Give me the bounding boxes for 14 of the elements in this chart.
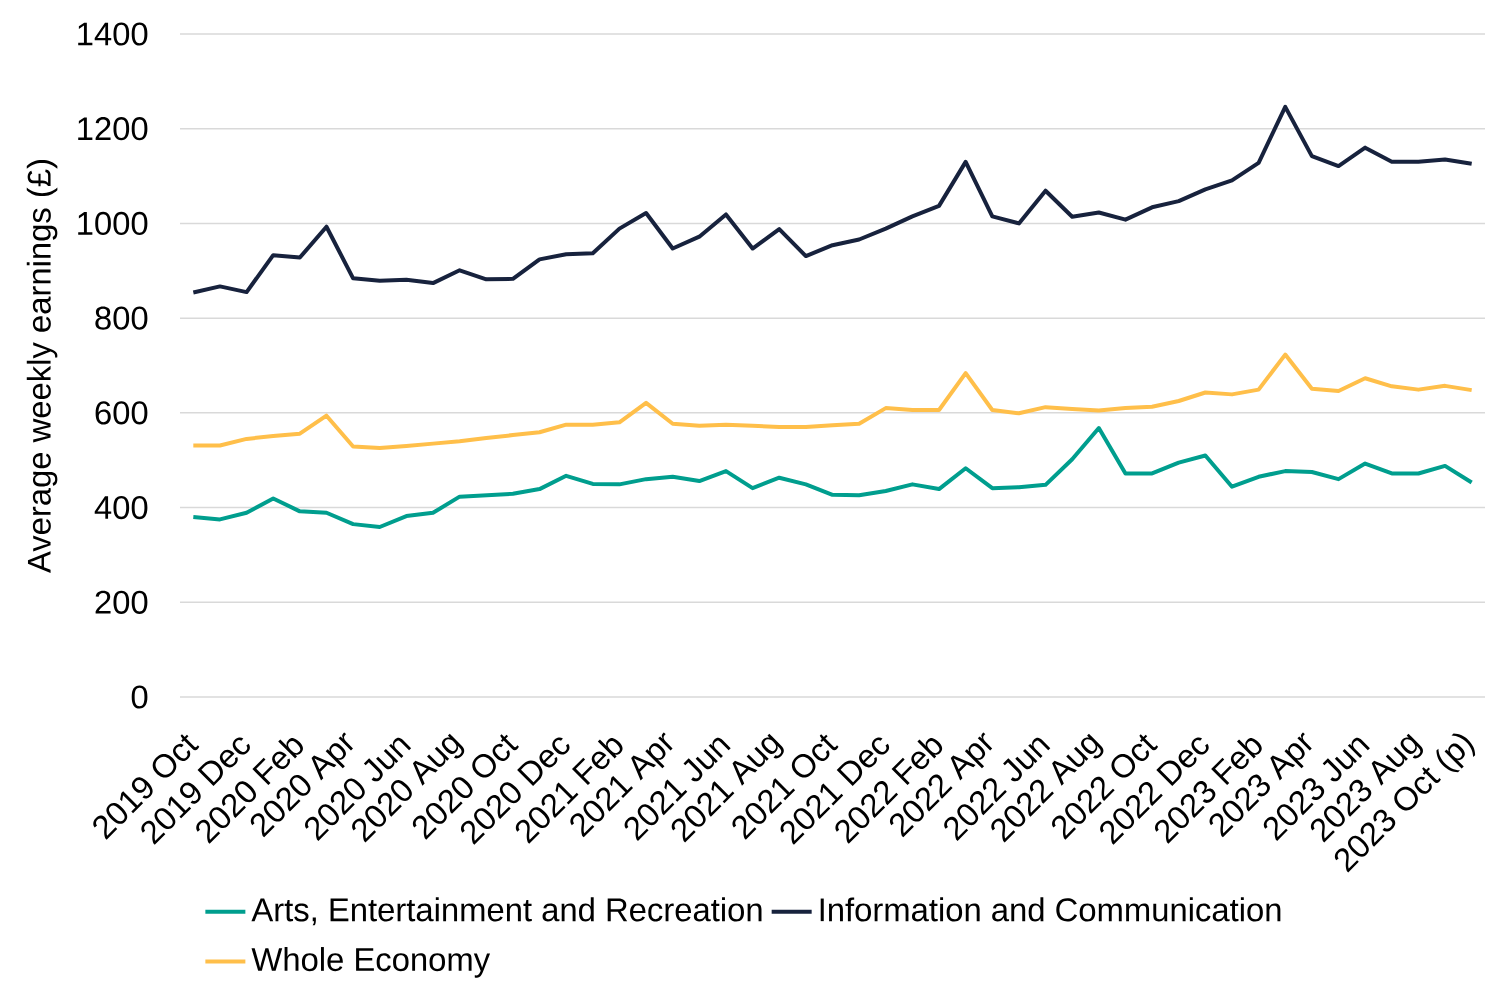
line-series [191, 104, 1474, 295]
y-tick-label: 400 [94, 495, 148, 520]
y-tick-label: 800 [95, 306, 148, 330]
y-tick-label: 600 [95, 401, 148, 425]
line-series [191, 352, 1474, 450]
y-tick-label: 0 [131, 685, 148, 709]
legend-label: Whole Economy [251, 947, 491, 978]
y-tick-label: 200 [95, 590, 148, 614]
legend-label: Information and Communication [820, 897, 1281, 922]
y-tick-label: 1400 [78, 22, 148, 46]
y-tick-label: 1000 [78, 211, 148, 236]
y-tick-label: 1200 [78, 117, 148, 141]
legend-label: Arts, Entertainment and Recreation [251, 897, 762, 926]
y-axis-title: Average weekly earnings (£) [26, 160, 58, 573]
